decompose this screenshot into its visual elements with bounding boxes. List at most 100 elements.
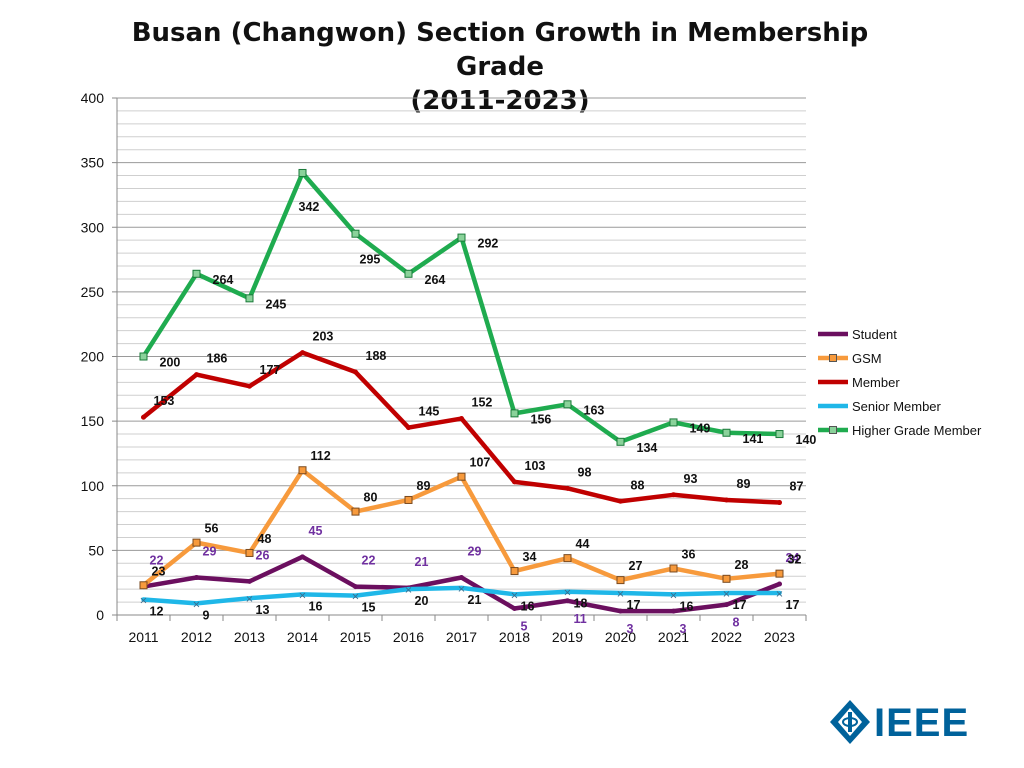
data-point <box>300 350 305 356</box>
data-label: 34 <box>523 550 537 564</box>
data-point <box>616 576 625 585</box>
data-point: × <box>457 584 465 595</box>
y-tick-label: 250 <box>81 284 105 300</box>
data-label: 264 <box>425 273 446 287</box>
data-label: 3 <box>627 622 634 636</box>
data-point: × <box>616 589 624 600</box>
data-point <box>247 383 252 389</box>
data-point <box>724 602 729 608</box>
data-label: 23 <box>152 564 166 578</box>
x-tick-label: 2013 <box>234 629 265 645</box>
data-point <box>353 584 358 590</box>
data-point <box>775 430 784 439</box>
data-label: 295 <box>360 253 381 267</box>
x-tick-label: 2017 <box>446 629 477 645</box>
legend-label: GSM <box>852 351 882 366</box>
data-point <box>459 416 464 422</box>
data-point: × <box>245 594 253 605</box>
legend: Student GSM Member Senior Member Higher Grad… <box>818 327 982 438</box>
x-tick-label: 2022 <box>711 629 742 645</box>
ieee-logo-text: IEEE <box>874 701 970 745</box>
x-tick-label: 2014 <box>287 629 318 645</box>
data-label: 48 <box>258 532 272 546</box>
data-point <box>298 168 307 177</box>
gridlines <box>117 97 806 603</box>
data-label: 28 <box>735 558 749 572</box>
data-label: 9 <box>203 608 210 622</box>
data-label: 21 <box>415 555 429 569</box>
data-label: 264 <box>213 273 234 287</box>
data-point <box>298 466 307 475</box>
data-label: 177 <box>260 363 281 377</box>
x-tick-label: 2016 <box>393 629 424 645</box>
data-point <box>671 492 676 498</box>
data-point <box>404 495 413 504</box>
data-label: 17 <box>786 598 800 612</box>
x-tick-label: 2020 <box>605 629 636 645</box>
y-tick-label: 400 <box>81 90 105 106</box>
data-label: 16 <box>680 599 694 613</box>
data-point <box>563 554 572 563</box>
data-label: 200 <box>160 356 181 370</box>
data-point <box>671 608 676 614</box>
legend-marker <box>829 354 837 362</box>
data-point <box>618 608 623 614</box>
y-tick-label: 300 <box>81 219 105 235</box>
series-line-higher-grade-member <box>141 170 782 445</box>
data-label: 134 <box>637 441 658 455</box>
data-point <box>565 485 570 491</box>
data-point <box>510 567 519 576</box>
data-label: 145 <box>419 405 440 419</box>
data-label: 8 <box>733 616 740 630</box>
x-tick-label: 2018 <box>499 629 530 645</box>
data-label: 149 <box>690 421 711 435</box>
data-label: 163 <box>584 403 605 417</box>
data-label: 29 <box>203 545 217 559</box>
data-point <box>510 409 519 418</box>
data-label: 13 <box>256 603 270 617</box>
data-label: 89 <box>417 479 431 493</box>
data-point: × <box>351 592 359 603</box>
data-label: 11 <box>574 612 587 626</box>
data-label: 89 <box>737 477 751 491</box>
data-label: 17 <box>627 598 641 612</box>
data-point <box>247 578 252 584</box>
data-point <box>618 498 623 504</box>
series-line-gsm <box>141 467 782 588</box>
y-tick-label: 350 <box>81 155 105 171</box>
data-point <box>300 554 305 560</box>
data-point <box>565 598 570 604</box>
x-tick-label: 2015 <box>340 629 371 645</box>
data-label: 16 <box>309 599 323 613</box>
data-label: 12 <box>150 604 164 618</box>
data-point <box>245 548 254 557</box>
data-label: 141 <box>743 432 764 446</box>
data-label: 32 <box>788 553 802 567</box>
data-point: × <box>775 589 783 600</box>
legend-label: Higher Grade Member <box>852 423 982 438</box>
data-label: 88 <box>631 478 645 492</box>
data-point: × <box>404 585 412 596</box>
y-tick-label: 50 <box>88 542 104 558</box>
data-label: 342 <box>299 200 320 214</box>
data-label: 152 <box>472 396 493 410</box>
chart-title-line-1: Busan (Changwon) Section Growth in Membe… <box>131 18 869 82</box>
data-point <box>459 575 464 581</box>
data-point: × <box>563 588 571 599</box>
data-label: 5 <box>521 620 528 634</box>
data-point <box>777 500 782 506</box>
data-label: 24 <box>786 551 800 565</box>
data-point <box>404 269 413 278</box>
data-label: 44 <box>576 537 590 551</box>
data-label: 29 <box>468 545 482 559</box>
data-label: 3 <box>680 622 687 636</box>
x-tick-label: 2023 <box>764 629 795 645</box>
data-point: × <box>510 590 518 601</box>
data-point <box>353 369 358 375</box>
data-point <box>351 507 360 516</box>
data-point <box>722 574 731 583</box>
chart-title: Busan (Changwon) Section Growth in Membe… <box>100 16 900 118</box>
data-label: 188 <box>366 349 387 363</box>
